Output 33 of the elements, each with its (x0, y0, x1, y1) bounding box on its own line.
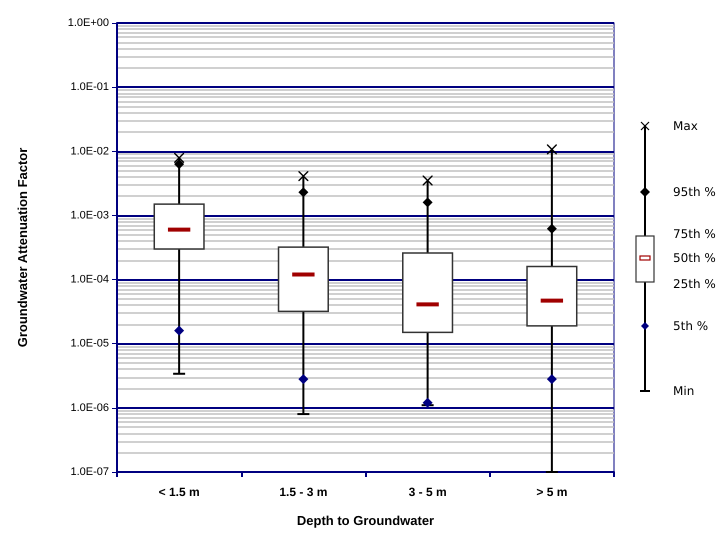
x-tick-label: > 5 m (536, 485, 568, 499)
y-tick-label: 1.0E+00 (68, 17, 109, 29)
text: 25th % (673, 277, 716, 291)
y-tick-label: 1.0E-06 (70, 402, 109, 414)
text: 50th % (673, 251, 716, 265)
point (174, 326, 184, 336)
point (174, 152, 184, 163)
y-tick-label: 1.0E-02 (70, 145, 109, 158)
y-tick-label: 1.0E-05 (70, 338, 109, 350)
point (422, 176, 433, 186)
x-tick-label: 1.5 - 3 m (279, 485, 328, 499)
point (174, 159, 184, 170)
point (298, 187, 308, 198)
legend-label: 95th % (673, 185, 716, 199)
legend-label: Max (673, 119, 698, 133)
point (422, 398, 433, 408)
point (546, 374, 557, 384)
y-axis-title: Groundwater Attenuation Factor (15, 148, 30, 348)
y-tick-label: 1.0E-03 (70, 209, 109, 222)
point (422, 197, 433, 208)
point (298, 171, 308, 182)
x-axis-title: Depth to Groundwater (296, 513, 434, 528)
y-tick-label: 1.0E-01 (70, 81, 109, 94)
x-tick-label: < 1.5 m (158, 485, 200, 499)
legend-label: 5th % (673, 319, 708, 333)
text: 75th % (673, 227, 716, 241)
point (546, 224, 557, 234)
x-tick-label: 3 - 5 m (408, 485, 447, 499)
point (298, 374, 308, 384)
text: Min (673, 384, 694, 398)
point (546, 144, 557, 154)
y-tick-label: 1.0E-04 (70, 274, 109, 286)
y-tick-label: 1.0E-07 (70, 466, 109, 478)
